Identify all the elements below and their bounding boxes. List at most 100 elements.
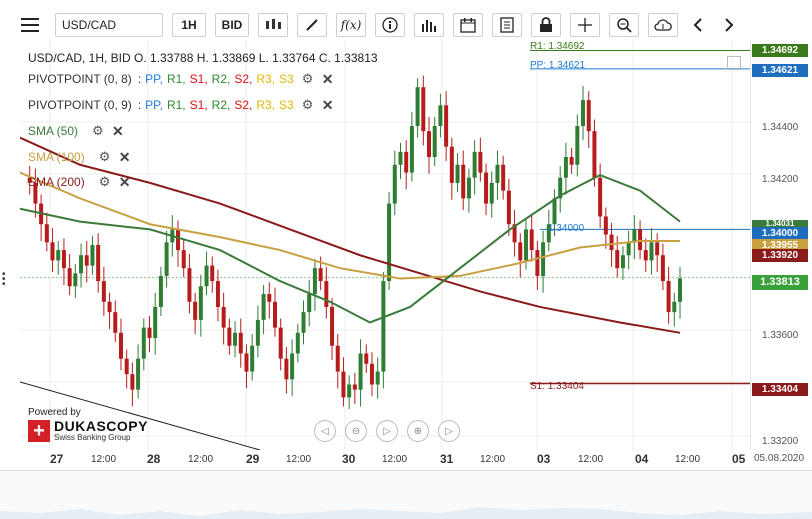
expand-icon[interactable]	[727, 56, 741, 70]
candle-body	[404, 151, 409, 173]
candle-body	[278, 327, 283, 359]
pivot-level-pp: PP,	[145, 98, 163, 112]
candle-body	[193, 301, 198, 320]
close-icon[interactable]: ✕	[118, 149, 131, 165]
candle-body	[73, 273, 78, 287]
document-icon[interactable]	[492, 13, 522, 37]
candle-body	[495, 164, 500, 183]
candle-body	[330, 306, 335, 346]
candle-body	[147, 327, 152, 338]
candle-body	[449, 146, 454, 183]
zoom-out-icon[interactable]: ⊖	[345, 420, 367, 442]
gear-icon[interactable]: ⚙	[98, 174, 111, 189]
symbol-input[interactable]: USD/CAD	[55, 13, 163, 37]
close-icon[interactable]: ✕	[118, 174, 131, 190]
sma200-line	[20, 136, 681, 334]
candle-body	[523, 229, 528, 261]
pivot-level-r2: R2,	[211, 98, 231, 112]
candle-type-icon[interactable]	[258, 13, 288, 37]
price-type-button[interactable]: BID	[215, 13, 249, 37]
candle-body	[44, 224, 49, 243]
sma50-price-label: 1.34031	[752, 220, 808, 227]
candle-body	[569, 157, 574, 165]
candle-body	[261, 294, 266, 320]
candle-body	[113, 312, 118, 333]
date-time-label: 12:00	[578, 454, 604, 465]
candle-body	[501, 164, 506, 191]
candle-body	[301, 312, 306, 333]
menu-icon[interactable]	[14, 13, 46, 37]
scroll-right-icon[interactable]: ▷	[438, 420, 460, 442]
candle-body	[369, 363, 374, 385]
candle-body	[130, 374, 135, 390]
resize-handle-icon[interactable]: • • •	[2, 269, 6, 290]
candle-body	[176, 229, 181, 251]
chevron-left-icon[interactable]	[687, 13, 709, 37]
gear-icon[interactable]: ⚙	[98, 149, 111, 164]
date-axis[interactable]: 27 12:00 28 12:00 29 12:00 30 12:00 31 12:00 03 12:…	[0, 452, 812, 468]
draw-pencil-icon[interactable]	[297, 13, 327, 37]
candle-body	[96, 244, 101, 282]
candle-body	[649, 242, 654, 261]
candle-body	[541, 242, 546, 276]
candle-body	[392, 164, 397, 204]
candle-body	[67, 268, 72, 287]
lock-icon[interactable]	[531, 13, 561, 37]
hline-level-label: 1.34000	[548, 223, 585, 234]
navigator-strip[interactable]	[0, 470, 812, 519]
close-icon[interactable]: ✕	[321, 71, 334, 87]
pivot-level-s1: S1,	[189, 72, 208, 86]
cloud-upload-icon[interactable]	[648, 13, 678, 37]
last-price-label: 1.33813	[752, 275, 808, 290]
candle-body	[312, 268, 317, 295]
candle-body	[375, 371, 380, 385]
gear-icon[interactable]: ⚙	[301, 97, 314, 112]
dukascopy-logo[interactable]: + DUKASCOPY Swiss Banking Group	[28, 419, 148, 442]
candle-body	[478, 151, 483, 173]
indicator-fx-button[interactable]: f(x)	[336, 13, 366, 37]
crosshair-icon[interactable]	[570, 13, 600, 37]
candle-body	[210, 265, 215, 282]
candle-body	[660, 255, 665, 282]
close-icon[interactable]: ✕	[112, 123, 124, 139]
candle-body	[295, 332, 300, 354]
toolbar: USD/CAD 1H BID f(x)	[0, 0, 812, 50]
candle-body	[341, 371, 346, 398]
scroll-left-icon[interactable]: ◁	[314, 420, 336, 442]
candle-body	[672, 301, 677, 313]
r1-level-label: R1: 1.34692	[530, 41, 585, 52]
timeframe-button[interactable]: 1H	[172, 13, 206, 37]
candle-body	[101, 281, 106, 302]
candle-body	[136, 358, 141, 390]
candle-body	[181, 250, 186, 269]
candle-body	[581, 100, 586, 126]
pivot-level-r2: R2,	[211, 72, 231, 86]
price-chart[interactable]	[20, 40, 750, 450]
candle-body	[107, 301, 112, 313]
pp-level-label: PP: 1.34621	[530, 60, 586, 71]
candle-body	[250, 345, 255, 372]
candle-body	[427, 131, 432, 158]
date-day-label: 29	[246, 452, 260, 466]
price-tick: 1.34400	[762, 122, 799, 133]
candle-body	[586, 100, 591, 132]
candle-body	[124, 358, 129, 375]
s1-price-label: 1.33404	[752, 383, 808, 396]
info-icon[interactable]	[375, 13, 405, 37]
calendar-icon[interactable]	[453, 13, 483, 37]
zoom-in-icon[interactable]: ⊕	[407, 420, 429, 442]
candle-body	[678, 278, 682, 302]
gear-icon[interactable]: ⚙	[301, 71, 314, 86]
chevron-right-icon[interactable]	[718, 13, 740, 37]
candle-body	[141, 327, 146, 359]
pivot-level-s1: S1,	[189, 98, 208, 112]
zoom-icon[interactable]	[609, 13, 639, 37]
reset-zoom-icon[interactable]: ▷	[376, 420, 398, 442]
date-time-label: 12:00	[675, 454, 701, 465]
gear-icon[interactable]: ⚙	[92, 123, 104, 138]
volume-bars-icon[interactable]	[414, 13, 444, 37]
candle-body	[364, 353, 369, 364]
candle-body	[638, 229, 643, 251]
candle-body	[409, 126, 414, 173]
close-icon[interactable]: ✕	[321, 97, 334, 113]
